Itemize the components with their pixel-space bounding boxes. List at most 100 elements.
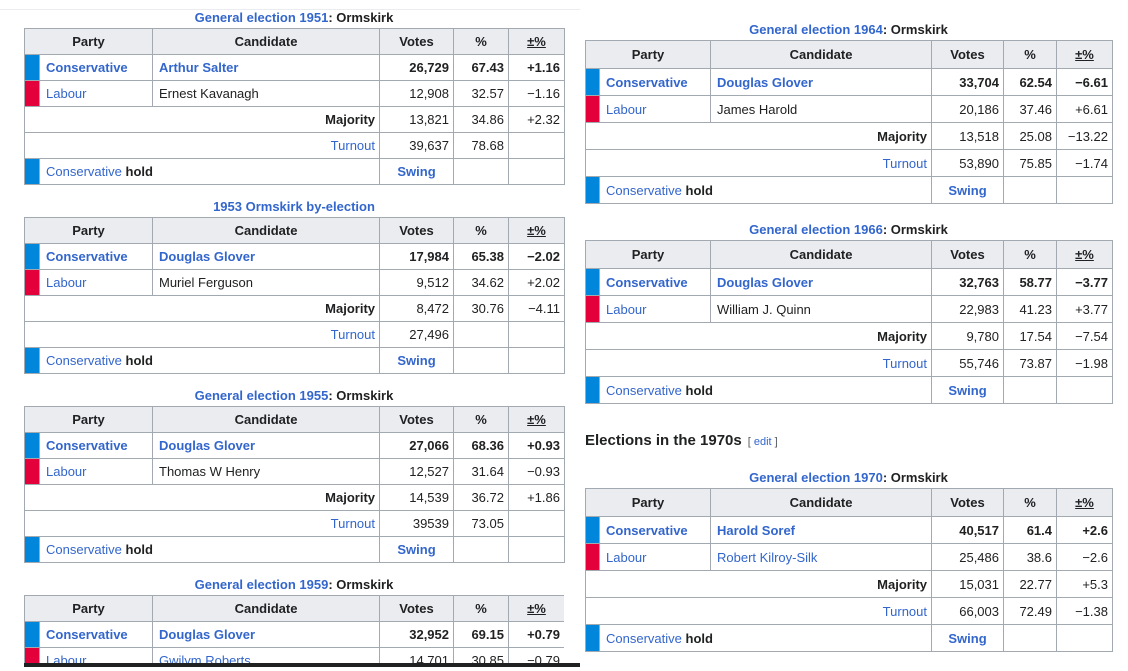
col-change[interactable]: ±% <box>508 406 565 433</box>
party-link[interactable]: Labour <box>599 295 711 323</box>
turnout-link[interactable]: Turnout <box>585 349 932 377</box>
hold-party-link[interactable]: Conservative <box>46 353 122 368</box>
majority-label: Majority <box>24 106 380 133</box>
caption-link[interactable]: General election 1955 <box>194 388 329 403</box>
col-change[interactable]: ±% <box>1056 488 1113 517</box>
majority-row: Majority 13,821 34.86 +2.32 <box>24 106 565 133</box>
election-box-1955: General election 1955: Ormskirk Party Ca… <box>24 388 565 563</box>
col-change[interactable]: ±% <box>1056 240 1113 269</box>
col-votes: Votes <box>931 40 1004 69</box>
candidate-link[interactable]: Arthur Salter <box>152 54 380 81</box>
candidate-link[interactable]: Douglas Glover <box>152 432 380 459</box>
turnout-link[interactable]: Turnout <box>24 321 380 348</box>
change-cell: +2.6 <box>1056 516 1113 544</box>
pct-cell: 58.77 <box>1003 268 1057 296</box>
turnout-link[interactable]: Turnout <box>24 132 380 159</box>
col-votes: Votes <box>379 406 454 433</box>
turnout-link[interactable]: Turnout <box>585 149 932 177</box>
pct-cell: 32.57 <box>453 80 509 107</box>
empty-cell <box>1056 176 1113 204</box>
labour-color-swatch <box>585 543 600 571</box>
votes-cell: 14,701 <box>379 647 454 663</box>
caption-link[interactable]: General election 1966 <box>749 222 883 237</box>
caption-link[interactable]: General election 1970 <box>749 470 883 485</box>
change-cell: −0.79 <box>508 647 564 663</box>
party-link[interactable]: Labour <box>39 647 153 663</box>
caption-link[interactable]: 1953 Ormskirk by-election <box>213 199 375 214</box>
party-link[interactable]: Labour <box>39 269 153 296</box>
candidate-name: James Harold <box>710 95 932 123</box>
col-change[interactable]: ±% <box>1056 40 1113 69</box>
party-link[interactable]: Labour <box>39 80 153 107</box>
votes-cell: 22,983 <box>931 295 1004 323</box>
election-table: Party Candidate Votes % ±% Conservative … <box>24 406 565 563</box>
party-link[interactable]: Labour <box>599 543 711 571</box>
swing-link[interactable]: Swing <box>931 176 1004 204</box>
party-link[interactable]: Conservative <box>39 432 153 459</box>
swing-link[interactable]: Swing <box>379 158 454 185</box>
hold-row: Conservative hold Swing <box>585 376 1113 404</box>
turnout-pct: 73.05 <box>453 510 509 537</box>
empty-cell <box>453 536 509 563</box>
candidate-link[interactable]: Douglas Glover <box>152 621 380 648</box>
empty-cell <box>508 347 565 374</box>
turnout-row: Turnout 55,746 73.87 −1.98 <box>585 349 1113 377</box>
candidate-link[interactable]: Douglas Glover <box>710 68 932 96</box>
header-row: Party Candidate Votes % ±% <box>24 406 565 433</box>
party-link[interactable]: Labour <box>39 458 153 485</box>
turnout-link[interactable]: Turnout <box>24 510 380 537</box>
majority-label: Majority <box>24 295 380 322</box>
change-cell: −1.16 <box>508 80 565 107</box>
candidate-row: Conservative Harold Soref 40,517 61.4 +2… <box>585 516 1113 544</box>
party-link[interactable]: Conservative <box>39 621 153 648</box>
pct-cell: 41.23 <box>1003 295 1057 323</box>
turnout-votes: 39,637 <box>379 132 454 159</box>
pct-cell: 30.85 <box>453 647 509 663</box>
hold-party-link[interactable]: Conservative <box>606 182 682 198</box>
votes-cell: 32,952 <box>379 621 454 648</box>
majority-row: Majority 13,518 25.08 −13.22 <box>585 122 1113 150</box>
party-link[interactable]: Conservative <box>599 516 711 544</box>
majority-change: +1.86 <box>508 484 565 511</box>
candidate-link[interactable]: Harold Soref <box>710 516 932 544</box>
caption-link[interactable]: General election 1964 <box>749 22 883 37</box>
swing-link[interactable]: Swing <box>931 624 1004 652</box>
conservative-color-swatch <box>24 621 40 648</box>
candidate-link[interactable]: Gwilym Roberts <box>152 647 380 663</box>
caption-link[interactable]: General election 1951 <box>194 10 329 25</box>
hold-cell: Conservative hold <box>39 347 380 374</box>
pct-cell: 61.4 <box>1003 516 1057 544</box>
empty-cell <box>508 536 565 563</box>
party-link[interactable]: Conservative <box>599 68 711 96</box>
caption-link[interactable]: General election 1959 <box>194 577 329 592</box>
conservative-color-swatch <box>585 376 600 404</box>
hold-party-link[interactable]: Conservative <box>46 164 122 179</box>
edit-link[interactable]: edit <box>753 436 772 448</box>
col-candidate: Candidate <box>710 240 932 269</box>
col-change[interactable]: ±% <box>508 595 564 622</box>
majority-votes: 13,821 <box>379 106 454 133</box>
turnout-link[interactable]: Turnout <box>585 597 932 625</box>
col-change[interactable]: ±% <box>508 28 565 55</box>
swing-link[interactable]: Swing <box>379 347 454 374</box>
change-cell: −2.6 <box>1056 543 1113 571</box>
candidate-link[interactable]: Douglas Glover <box>710 268 932 296</box>
swing-link[interactable]: Swing <box>931 376 1004 404</box>
party-link[interactable]: Conservative <box>39 243 153 270</box>
majority-pct: 36.72 <box>453 484 509 511</box>
change-cell: +1.16 <box>508 54 565 81</box>
candidate-link[interactable]: Robert Kilroy-Silk <box>710 543 932 571</box>
election-table: Party Candidate Votes % ±% Conservative … <box>24 28 565 185</box>
party-link[interactable]: Conservative <box>599 268 711 296</box>
hold-party-link[interactable]: Conservative <box>606 382 682 398</box>
party-link[interactable]: Conservative <box>39 54 153 81</box>
votes-cell: 12,908 <box>379 80 454 107</box>
candidate-link[interactable]: Douglas Glover <box>152 243 380 270</box>
col-change[interactable]: ±% <box>508 217 565 244</box>
turnout-pct: 73.87 <box>1003 349 1057 377</box>
hold-party-link[interactable]: Conservative <box>606 630 682 646</box>
party-link[interactable]: Labour <box>599 95 711 123</box>
swing-link[interactable]: Swing <box>379 536 454 563</box>
hold-party-link[interactable]: Conservative <box>46 542 122 557</box>
header-row: Party Candidate Votes % ±% <box>24 595 564 622</box>
